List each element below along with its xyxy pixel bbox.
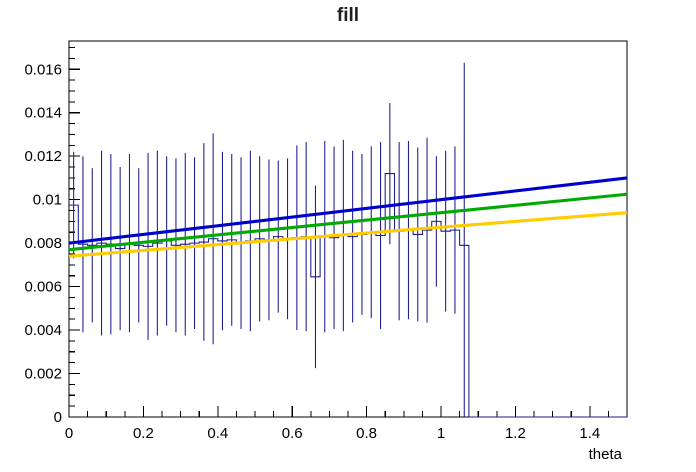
x-axis-tick-labels: 0 0.2 0.4 0.6 0.8 1 1.2 1.4 xyxy=(65,425,600,442)
y-tick-label: 0.016 xyxy=(24,61,62,78)
plot-frame xyxy=(68,40,628,418)
y-tick-label: 0.006 xyxy=(24,279,62,296)
x-tick-label: 1.4 xyxy=(579,425,600,442)
fit-line-fit-upper xyxy=(68,176,628,245)
histogram-outline xyxy=(69,173,627,418)
y-tick-label: 0 xyxy=(54,409,62,426)
x-tick-label: 0 xyxy=(65,425,73,442)
page-title: fill xyxy=(337,5,359,26)
x-tick-label: 1.2 xyxy=(505,425,526,442)
x-tick-label: 0.2 xyxy=(133,425,154,442)
x-axis-title: theta xyxy=(589,446,623,463)
fit-line-fit-lower xyxy=(68,211,628,258)
x-tick-label: 1 xyxy=(437,425,445,442)
y-tick-label: 0.008 xyxy=(24,235,62,252)
y-tick-label: 0.01 xyxy=(33,192,62,209)
x-tick-label: 0.6 xyxy=(282,425,303,442)
histogram-step-line xyxy=(69,173,627,418)
x-axis-ticks xyxy=(68,406,609,417)
x-tick-label: 0.8 xyxy=(356,425,377,442)
y-tick-label: 0.012 xyxy=(24,148,62,165)
fit-line-fit-middle xyxy=(68,192,628,252)
y-axis-tick-labels: 0 0.002 0.004 0.006 0.008 0.01 0.012 0.014 0.016 xyxy=(24,61,62,426)
y-tick-label: 0.004 xyxy=(24,322,62,339)
y-tick-label: 0.014 xyxy=(24,105,62,122)
y-tick-label: 0.002 xyxy=(24,366,62,383)
fit-lines xyxy=(68,176,628,258)
x-tick-label: 0.4 xyxy=(207,425,228,442)
